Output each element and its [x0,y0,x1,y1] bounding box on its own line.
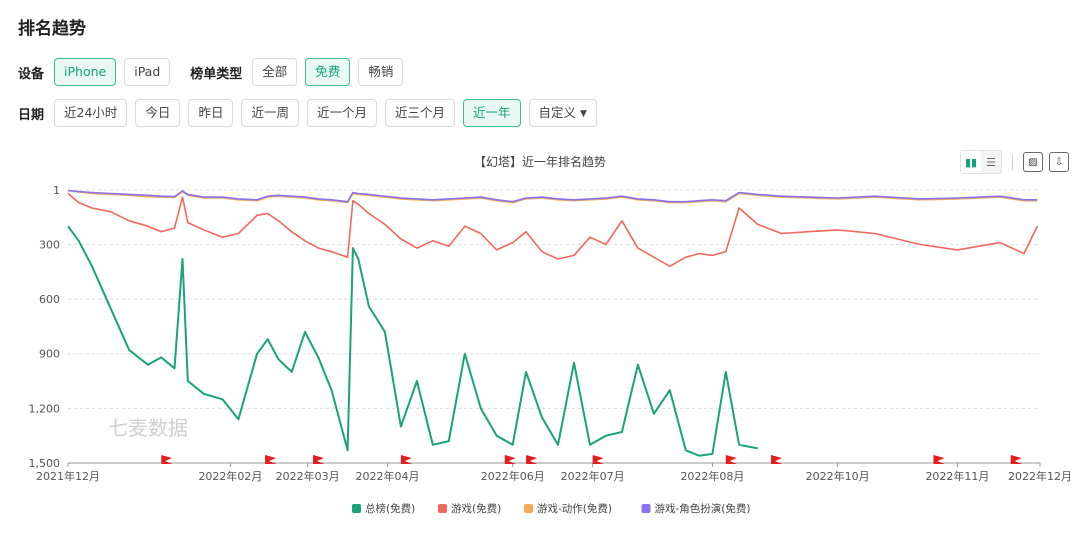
chart-toolbar: ▮▮ ☰ ▨ ⇩ [960,150,1075,174]
bar-chart-icon[interactable]: ▮▮ [961,151,981,173]
list-icon[interactable]: ☰ [986,155,996,169]
chart-type-free[interactable]: 免费 [305,58,351,86]
legend-swatch [352,504,361,513]
legend-label: 游戏-动作(免费) [537,502,612,515]
flag-icon [933,455,945,467]
series-line-1 [67,225,758,457]
filter-row-device: 设备 iPhone iPad 榜单类型 全部 免费 畅销 [18,58,411,86]
flag-icon [161,455,173,467]
download-icon[interactable]: ⇩ [1049,152,1069,172]
x-tick-label: 2022年07月 [561,469,625,483]
x-tick-label: 2021年12月 [36,469,100,483]
legend-label: 游戏-角色扮演(免费) [655,502,751,515]
flag-icon [504,455,516,467]
device-option-iphone[interactable]: iPhone [54,58,117,86]
y-tick-label: 900 [39,348,60,361]
flag-icon [265,455,277,467]
x-tick-label: 2022年08月 [680,469,744,483]
legend-swatch [524,504,533,513]
image-export-icon[interactable]: ▨ [1023,152,1043,172]
view-toggle: ▮▮ ☰ [960,150,1002,174]
x-tick-label: 2022年02月 [198,469,262,483]
date-option-24h[interactable]: 近24小时 [54,99,128,127]
y-tick-label: 600 [39,293,60,306]
flag-icon [526,455,538,467]
series-line-2 [67,192,1039,268]
x-tick-label: 2022年11月 [925,469,989,483]
y-tick-label: 300 [39,238,60,251]
x-tick-label: 2022年06月 [481,469,545,483]
legend-swatch [438,504,447,513]
device-option-ipad[interactable]: iPad [124,58,171,86]
caret-down-icon: ▼ [580,108,587,119]
x-tick-label: 2022年04月 [356,469,420,483]
watermark: 七麦数据 [108,416,188,440]
filter-row-date: 日期 近24小时 今日 昨日 近一周 近一个月 近三个月 近一年 自定义 ▼ [18,99,605,127]
flag-icon [725,455,737,467]
flag-icon [400,455,412,467]
legend-label: 总榜(免费) [365,502,415,515]
series-line-4 [67,189,1038,203]
y-tick-label: 1 [53,184,60,197]
series-line-3 [67,189,1038,204]
chart-type-grossing[interactable]: 畅销 [358,58,404,86]
date-option-week[interactable]: 近一周 [241,99,299,127]
flag-icon [1010,455,1022,467]
flag-icon [312,455,324,467]
x-tick-label: 2022年10月 [806,469,870,483]
chart-type-label: 榜单类型 [190,66,243,82]
y-tick-label: 1,500 [29,457,61,470]
date-option-3months[interactable]: 近三个月 [384,99,455,127]
date-option-custom[interactable]: 自定义 ▼ [528,99,597,127]
x-tick-label: 2022年03月 [276,469,340,483]
date-option-month[interactable]: 近一个月 [306,99,377,127]
flag-icon [771,455,783,467]
legend-swatch [641,504,651,513]
legend-label: 游戏(免费) [451,502,501,515]
date-option-year[interactable]: 近一年 [463,99,521,127]
flag-icon [592,455,604,467]
device-label: 设备 [18,66,45,82]
x-tick-label: 2022年12月 [1008,469,1072,483]
date-label: 日期 [18,107,45,123]
chart-type-all[interactable]: 全部 [252,58,298,86]
chart-title: 【幻塔】近一年排名趋势 [473,155,606,169]
custom-label: 自定义 [538,105,577,120]
y-tick-label: 1,200 [29,402,61,415]
page-title: 排名趋势 [18,19,86,39]
date-option-today[interactable]: 今日 [135,99,181,127]
date-option-yesterday[interactable]: 昨日 [188,99,234,127]
